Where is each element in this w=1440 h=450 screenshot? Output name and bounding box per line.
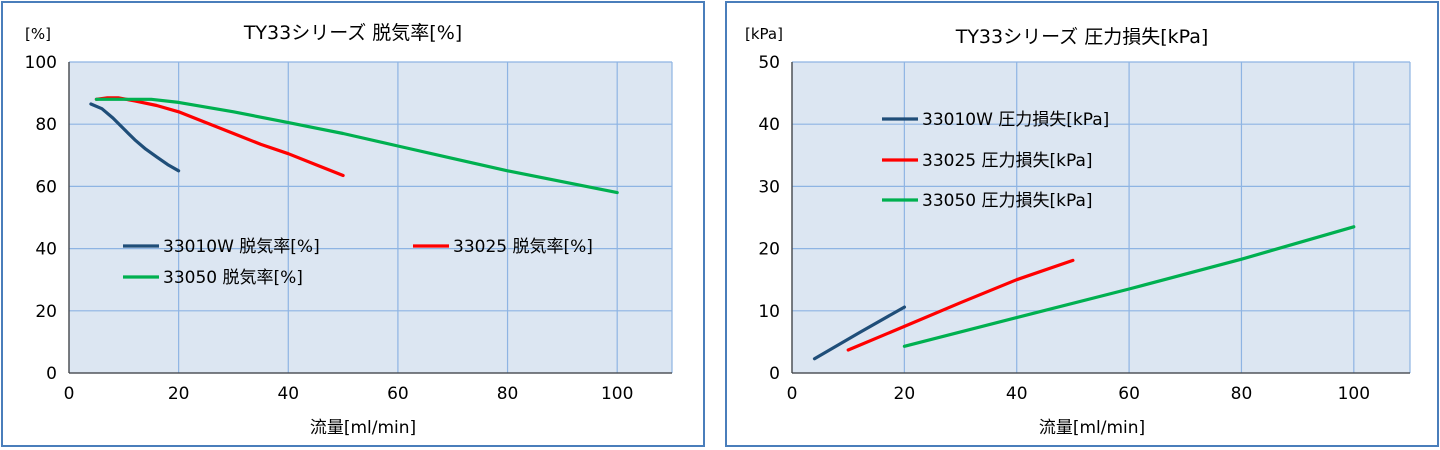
y-tick-label: 20 [758, 240, 780, 260]
x-tick-label: 100 [1338, 384, 1370, 404]
x-tick-label: 80 [497, 384, 519, 404]
legend-label: 33010W 脱気率[%] [163, 237, 320, 257]
y-tick-label: 0 [46, 364, 57, 384]
x-tick-label: 20 [168, 384, 190, 404]
x-axis-label: 流量[ml/min] [1039, 418, 1145, 438]
y-tick-label: 60 [35, 177, 57, 197]
x-tick-label: 0 [64, 384, 75, 404]
plot-area [69, 62, 672, 373]
legend-label: 33010W 圧力損失[kPa] [922, 110, 1109, 130]
y-tick-label: 20 [35, 302, 57, 322]
chart-degassing-rate: 0 20 40 60 80 100 0 20 40 60 80 100 TY33シリーズ 脱気率[%] [… [25, 22, 673, 438]
x-tick-label: 40 [277, 384, 299, 404]
y-axis-label: [kPa] [745, 25, 783, 43]
plot-area [792, 62, 1410, 373]
x-tick-label: 80 [1231, 384, 1253, 404]
series-line-2 [94, 97, 619, 195]
series-line-0 [812, 305, 906, 361]
chart-title: TY33シリーズ 脱気率[%] [243, 22, 462, 44]
x-tick-label: 60 [1118, 384, 1140, 404]
y-tick-label: 30 [758, 177, 780, 197]
y-tick-label: 10 [758, 302, 780, 322]
chart-title: TY33シリーズ 圧力損失[kPa] [955, 26, 1209, 48]
series-line-1 [846, 258, 1075, 352]
x-tick-label: 20 [894, 384, 916, 404]
chart-panel-pressure-loss: 0 20 40 60 80 100 0 10 20 30 40 50 TY33シリーズ 圧力損失[kPa… [725, 1, 1439, 447]
y-tick-label: 50 [758, 53, 780, 73]
y-tick-label: 40 [758, 115, 780, 135]
legend-label: 33025 脱気率[%] [453, 237, 593, 257]
legend-label: 33050 圧力損失[kPa] [922, 191, 1093, 211]
y-tick-label: 0 [769, 364, 780, 384]
chart-panel-dissolved-gas-removal: 0 20 40 60 80 100 0 20 40 60 80 100 TY33シリーズ 脱気率[%] [… [1, 1, 705, 447]
legend-label: 33025 圧力損失[kPa] [922, 151, 1093, 171]
x-tick-label: 40 [1006, 384, 1028, 404]
series-line-0 [89, 102, 181, 173]
chart-pressure-loss: 0 20 40 60 80 100 0 10 20 30 40 50 TY33シリーズ 圧力損失[kPa… [745, 25, 1411, 438]
legend-label: 33050 脱気率[%] [163, 268, 303, 288]
y-tick-label: 40 [35, 240, 57, 260]
x-tick-label: 0 [787, 384, 798, 404]
y-tick-label: 80 [35, 115, 57, 135]
y-tick-label: 100 [25, 53, 57, 73]
x-axis-label: 流量[ml/min] [310, 418, 416, 438]
series-line-2 [902, 225, 1356, 348]
x-tick-label: 100 [601, 384, 633, 404]
y-axis-label: [%] [25, 25, 51, 43]
x-tick-label: 60 [387, 384, 409, 404]
